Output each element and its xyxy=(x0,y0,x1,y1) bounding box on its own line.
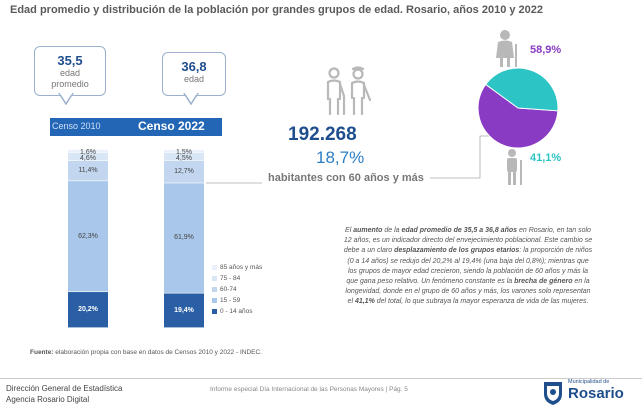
paragraph-run-2: de la xyxy=(382,227,402,234)
bar-segment-2022-3 xyxy=(164,152,204,161)
bar-segment-2010-4 xyxy=(68,149,108,153)
paragraph-run-6: : la proporción de niños (0 a 14 años) s… xyxy=(346,247,593,286)
source-label: Fuente: xyxy=(30,349,54,356)
elderly-couple-icon xyxy=(326,66,372,116)
paragraph-run-0: El xyxy=(345,227,354,234)
legend-label-4: 85 años y más xyxy=(220,264,263,271)
legend-item-0: 0 - 14 años xyxy=(212,308,253,315)
analysis-paragraph: El aumento de la edad promedio de 35,5 a… xyxy=(342,226,594,308)
callout-2022: 36,8 edad xyxy=(162,52,226,96)
legend-item-2: 60-74 xyxy=(212,286,237,293)
bar-label-2010-4: 1,6% xyxy=(80,148,96,156)
bar-label-2022-1: 61,9% xyxy=(174,234,194,242)
bar-segment-2022-1 xyxy=(164,183,204,293)
bar-segment-2010-2 xyxy=(68,160,108,181)
bar-label-2010-3: 4,6% xyxy=(80,154,96,162)
bar-label-2022-2: 12,7% xyxy=(174,167,194,175)
bar-label-2010-0: 20,2% xyxy=(78,306,98,314)
legend-label-3: 75 - 84 xyxy=(220,275,241,282)
legend-swatch-0 xyxy=(212,308,217,314)
callout-2010-label1: edad xyxy=(59,68,81,78)
bar-label-2022-3: 4,5% xyxy=(176,154,192,162)
paragraph-run-4: en Rosario, en tan solo 12 años, es un i… xyxy=(343,227,593,255)
bar-label-2022-0: 19,4% xyxy=(174,306,194,314)
source-note: Fuente: elaboración propia con base en d… xyxy=(30,349,262,356)
pie-slice-1 xyxy=(484,67,559,112)
census-2010-label: Censo 2010 xyxy=(52,121,101,131)
bar-segment-2022-2 xyxy=(164,160,204,183)
rosario-shield-icon xyxy=(544,382,562,405)
callout-2022-label1: edad xyxy=(183,74,205,84)
legend-swatch-4 xyxy=(212,264,217,270)
elderly-man-icon xyxy=(507,149,522,185)
bar-segment-2010-0 xyxy=(68,292,108,328)
paragraph-run-7: brecha de género xyxy=(514,278,573,286)
census-header-bar xyxy=(50,118,222,136)
elderly-count: 192.268 xyxy=(288,124,357,145)
bar-segment-2010-1 xyxy=(68,181,108,292)
pie-label-women: 58,9% xyxy=(530,44,562,56)
census-2022-label: Censo 2022 xyxy=(138,119,205,133)
paragraph-run-8: en la longevidad, donde en el grupo de 6… xyxy=(345,278,591,306)
footer-org-line2: Agencia Rosario Digital xyxy=(6,395,90,404)
paragraph-run-1: aumento xyxy=(353,227,383,234)
bar-label-2010-1: 62,3% xyxy=(78,232,98,240)
legend-item-1: 15 - 59 xyxy=(212,297,240,304)
legend-swatch-3 xyxy=(212,275,217,281)
logo-text: Rosario xyxy=(568,385,624,402)
callout-2010-label2: promedio xyxy=(51,79,89,89)
logo-subtitle: Municipalidad de xyxy=(568,379,610,385)
pie-label-men: 41,1% xyxy=(530,152,562,164)
bar-label-2022-4: 1,5% xyxy=(176,149,192,156)
callout-2022-tail xyxy=(183,93,199,105)
bar-segment-2010-3 xyxy=(68,152,108,161)
paragraph-run-10: del total, lo que subraya la mayor esper… xyxy=(374,298,589,306)
callout-2022-value: 36,8 xyxy=(181,59,207,74)
legend-swatch-1 xyxy=(212,297,217,303)
legend-label-1: 15 - 59 xyxy=(220,297,241,304)
elderly-percent: 18,7% xyxy=(316,148,365,167)
pie-slice-0 xyxy=(477,83,559,149)
legend-label-0: 0 - 14 años xyxy=(220,308,253,315)
legend-item-4: 85 años y más xyxy=(212,264,262,271)
elderly-woman-icon xyxy=(496,30,517,67)
callout-2010-value: 35,5 xyxy=(57,53,83,68)
footer-org-line1: Dirección General de Estadística xyxy=(6,384,123,393)
page-title: Edad promedio y distribución de la pobla… xyxy=(10,4,544,16)
legend-label-2: 60-74 xyxy=(220,286,237,293)
bar-segment-2022-0 xyxy=(164,293,204,328)
legend-item-3: 75 - 84 xyxy=(212,275,240,282)
bar-segment-2022-4 xyxy=(164,150,204,153)
paragraph-run-5: desplazamiento de los grupos etarios xyxy=(394,247,520,255)
legend-swatch-2 xyxy=(212,286,217,292)
source-text: elaboración propia con base en datos de … xyxy=(53,349,262,356)
elderly-caption: habitantes con 60 años y más xyxy=(268,172,424,184)
paragraph-run-9: 41,1% xyxy=(354,298,375,306)
footer-divider xyxy=(0,378,642,379)
footer-page-info: Informe especial Día Internacional de la… xyxy=(210,386,408,393)
bar-label-2010-2: 11,4% xyxy=(78,167,98,174)
paragraph-run-3: edad promedio de 35,5 a 36,8 años xyxy=(401,227,518,234)
gender-pie-chart xyxy=(477,67,559,149)
callout-2010-tail xyxy=(58,93,74,105)
